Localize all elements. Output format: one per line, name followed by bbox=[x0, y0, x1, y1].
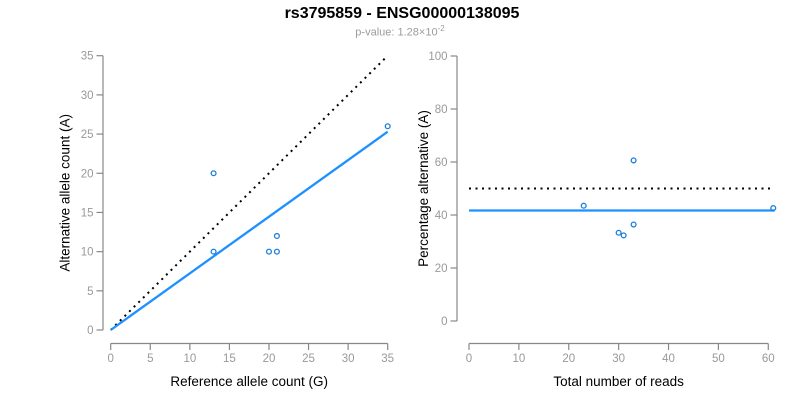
right-data-point bbox=[630, 221, 637, 228]
left-x-tick-label: 15 bbox=[223, 353, 236, 365]
pvalue-exponent: -2 bbox=[437, 24, 445, 33]
right-data-point bbox=[580, 202, 587, 209]
right-x-tick-label: 60 bbox=[762, 353, 775, 365]
left-y-tick-label: 5 bbox=[87, 286, 93, 298]
left-data-point bbox=[210, 248, 217, 255]
left-y-tick-label: 20 bbox=[81, 168, 94, 180]
figure-subtitle: p-value: 1.28×10-2 bbox=[0, 24, 800, 39]
right-data-point bbox=[630, 157, 637, 164]
left-x-tick-label: 30 bbox=[342, 353, 355, 365]
right-x-axis-title: Total number of reads bbox=[553, 374, 684, 389]
left-y-tick-label: 15 bbox=[81, 207, 94, 219]
left-data-point bbox=[273, 248, 280, 255]
right-y-tick-label: 80 bbox=[435, 104, 448, 116]
right-y-tick-label: 20 bbox=[435, 263, 448, 275]
right-x-tick-label: 40 bbox=[662, 353, 675, 365]
panel-right: 0 10 20 30 40 50 60 0 20 40 60 80 100 Total number of… bbox=[416, 51, 777, 389]
right-x-tick-label: 30 bbox=[612, 353, 625, 365]
left-y-tick-label: 25 bbox=[81, 129, 94, 141]
panel-left: 0 5 10 15 20 25 30 35 0 5 10 15 20 25 30 35 Reference al… bbox=[58, 51, 395, 389]
left-data-point bbox=[265, 248, 273, 255]
left-x-tick-label: 5 bbox=[147, 353, 153, 365]
left-y-tick-label: 30 bbox=[81, 90, 94, 102]
left-data-point bbox=[210, 170, 217, 177]
right-x-tick-label: 50 bbox=[712, 353, 725, 365]
right-x-tick-label: 20 bbox=[562, 353, 575, 365]
right-data-point bbox=[615, 229, 622, 236]
left-y-axis-title: Alternative allele count (A) bbox=[58, 114, 73, 272]
right-data-point bbox=[620, 232, 627, 239]
left-x-tick-label: 20 bbox=[263, 353, 276, 365]
left-y-tick-label: 0 bbox=[87, 325, 93, 337]
pvalue-text: p-value: 1.28×10 bbox=[355, 26, 438, 39]
right-y-tick-label: 0 bbox=[441, 316, 447, 328]
left-y-tick-label: 10 bbox=[81, 247, 94, 259]
right-y-tick-label: 60 bbox=[435, 157, 448, 169]
figure-title: rs3795859 - ENSG00000138095 bbox=[284, 5, 520, 22]
left-x-tick-label: 10 bbox=[183, 353, 196, 365]
right-y-tick-label: 40 bbox=[435, 210, 448, 222]
left-x-axis-title: Reference allele count (G) bbox=[170, 374, 328, 389]
right-x-tick-label: 0 bbox=[466, 353, 472, 365]
right-y-tick-label: 100 bbox=[428, 51, 447, 63]
left-data-point bbox=[384, 123, 391, 130]
left-fitted-ratio-line bbox=[110, 130, 389, 331]
right-x-tick-label: 10 bbox=[512, 353, 525, 365]
right-data-point bbox=[770, 205, 777, 212]
left-expected-50pct-line bbox=[109, 54, 389, 331]
left-data-point bbox=[273, 232, 280, 240]
left-x-tick-label: 35 bbox=[381, 353, 394, 365]
left-y-tick-label: 35 bbox=[81, 51, 94, 63]
right-y-axis-title: Percentage alternative (A) bbox=[416, 110, 431, 267]
left-x-tick-label: 25 bbox=[302, 353, 315, 365]
left-x-tick-label: 0 bbox=[107, 353, 113, 365]
